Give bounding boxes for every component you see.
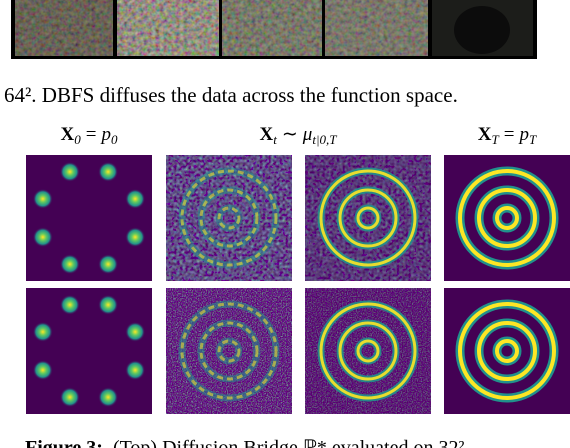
image-panel [166,288,292,414]
header-subscript: t [273,132,277,147]
photo-tile [117,0,219,56]
panel-bg [26,288,152,414]
gaussian-blob [32,321,53,342]
gaussian-blob [125,227,146,248]
ring [217,339,241,363]
header-relation: = [86,124,97,145]
ring [319,302,417,400]
gaussian-blob [125,321,146,342]
gaussian-blob [59,387,80,408]
ring [180,169,278,267]
panel-bg [444,155,570,281]
ring [477,321,537,381]
gaussian-blob [32,360,53,381]
gaussian-blob [98,161,119,182]
ring [338,321,398,381]
header-relation: = [504,124,515,145]
photo-tile [222,0,322,56]
panel-bg [26,155,152,281]
caption-label: Figure 3: [25,437,103,448]
header-rhs: μ [302,124,313,145]
ring [199,321,259,381]
gaussian-blob [98,294,119,315]
header-subscript: 0 [74,132,81,147]
column-headers: X0 = p0 Xt ∼ μt|0,T XT = pT [61,124,537,147]
cat-shape [454,6,510,54]
ring [180,302,278,400]
image-panel [305,155,431,281]
ring [458,169,556,267]
ring [458,302,556,400]
image-panel [26,288,152,414]
header-rhs-subscript: t|0,T [312,132,337,147]
header-relation: ∼ [282,124,298,145]
gaussian-blob [59,161,80,182]
image-panel [444,155,570,281]
noise [305,155,431,281]
gaussian-blob [59,254,80,275]
ring [356,339,380,363]
header-rhs-subscript: T [529,132,537,147]
photo-tile [325,0,428,56]
ring [217,206,241,230]
header-rhs: p [99,124,111,145]
header-rhs: p [517,124,529,145]
noise [305,288,431,414]
ring [495,206,519,230]
image-panel [26,155,152,281]
ring [199,188,259,248]
photo-tiles [15,0,533,56]
gaussian-blob [98,254,119,275]
gaussian-blob [125,188,146,209]
image-panel [166,155,292,281]
column-header: XT = pT [478,124,537,147]
column-header: X0 = p0 [61,124,118,147]
gaussian-blob [32,188,53,209]
header-symbol: X [260,124,274,145]
image-panel [444,288,570,414]
caption-text: (Top) Diffusion Bridge ℙ* evaluated on 3… [113,437,465,448]
header-symbol: X [61,124,75,145]
noise [166,155,292,281]
photo-tile [15,0,113,56]
gaussian-blob [59,294,80,315]
gaussian-blob [32,227,53,248]
gaussian-blob [98,387,119,408]
ring [356,206,380,230]
header-subscript: T [492,132,500,147]
header-symbol: X [478,124,492,145]
text-line: 64². DBFS diffuses the data across the f… [4,83,458,107]
column-header: Xt ∼ μt|0,T [260,124,338,147]
header-rhs-subscript: 0 [111,132,118,147]
panels [26,155,570,414]
gaussian-blob [125,360,146,381]
caption: Figure 3: (Top) Diffusion Bridge ℙ* eval… [25,437,464,448]
noise [166,288,292,414]
ring [495,339,519,363]
ring [477,188,537,248]
ring [338,188,398,248]
ring [319,169,417,267]
panel-bg [444,288,570,414]
image-panel [305,288,431,414]
